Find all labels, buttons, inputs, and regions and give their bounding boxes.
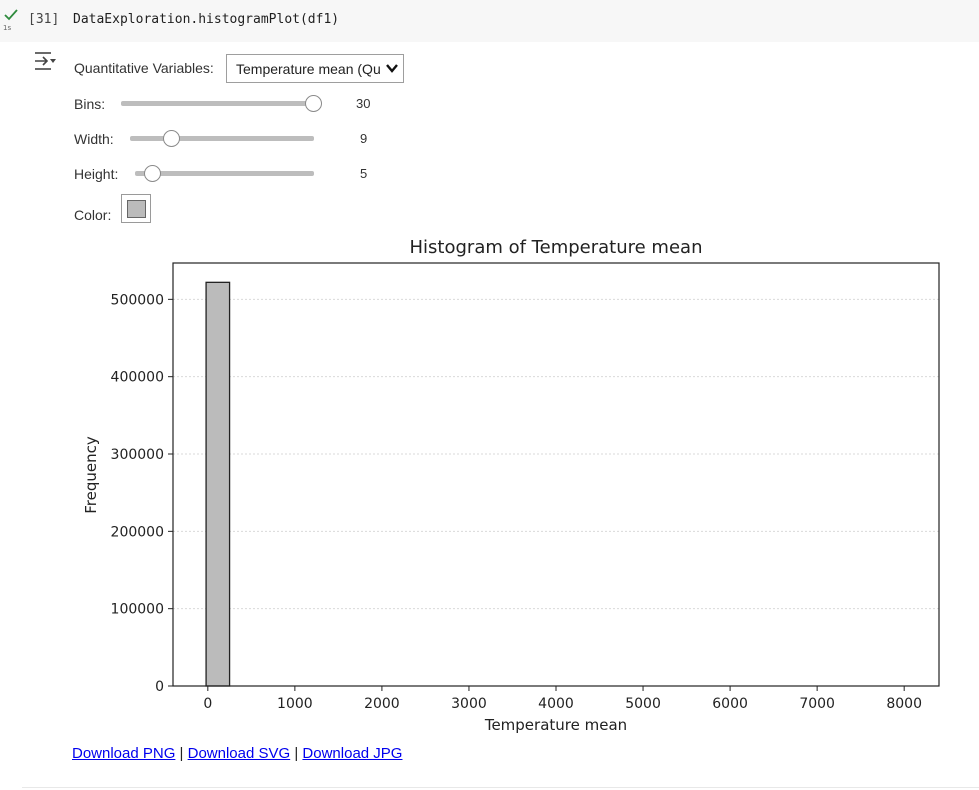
bins-value: 30 (356, 96, 371, 111)
link-separator: | (290, 745, 303, 762)
x-axis-ticks: 0 1000 2000 3000 4000 5000 6000 7000 8000 (203, 686, 922, 712)
y-tick-label: 200000 (111, 524, 164, 540)
y-tick-label: 500000 (111, 292, 164, 308)
variable-dropdown-value: Temperature mean (Qu (236, 61, 381, 77)
x-tick-label: 8000 (886, 696, 922, 712)
check-icon (4, 9, 18, 21)
histogram-bar (205, 281, 231, 687)
y-axis-label: Frequency (82, 436, 100, 514)
height-slider-handle[interactable] (143, 165, 161, 182)
link-separator: | (175, 745, 188, 762)
download-links: Download PNG | Download SVG | Download J… (72, 745, 402, 762)
y-tick-label: 100000 (111, 602, 164, 618)
height-label: Height: (74, 166, 119, 182)
grid-lines (173, 298, 939, 610)
chevron-down-icon (386, 64, 398, 73)
cell-divider (22, 787, 979, 788)
x-tick-label: 5000 (625, 696, 661, 712)
x-tick-label: 6000 (712, 696, 748, 712)
height-value: 5 (360, 166, 368, 181)
x-tick-label: 2000 (364, 696, 400, 712)
variable-dropdown[interactable]: Temperature mean (Qu (226, 54, 404, 83)
bins-label: Bins: (74, 96, 106, 112)
variable-label: Quantitative Variables: (74, 60, 214, 76)
x-tick-label: 7000 (799, 696, 835, 712)
bins-slider-handle[interactable] (305, 95, 322, 112)
cell-header: 1s [31] DataExploration.histogramPlot(df… (0, 0, 979, 42)
x-tick-label: 4000 (538, 696, 574, 712)
width-slider-track[interactable] (130, 136, 314, 141)
download-png-link[interactable]: Download PNG (72, 745, 176, 762)
y-tick-label: 300000 (111, 447, 164, 463)
x-tick-label: 1000 (277, 696, 313, 712)
color-picker[interactable] (121, 194, 151, 223)
x-tick-label: 0 (203, 696, 212, 712)
x-tick-label: 3000 (451, 696, 487, 712)
color-swatch (127, 200, 146, 218)
width-label: Width: (74, 131, 114, 147)
chart-title: Histogram of Temperature mean (410, 237, 703, 258)
plot-frame (172, 262, 940, 687)
histogram-bars (205, 281, 231, 687)
download-jpg-link[interactable]: Download JPG (302, 745, 403, 762)
height-slider-track[interactable] (135, 171, 314, 176)
bins-slider-track[interactable] (121, 101, 314, 106)
x-axis-label: Temperature mean (484, 716, 627, 734)
color-label: Color: (74, 207, 112, 223)
run-time: 1s (3, 24, 12, 32)
y-tick-label: 400000 (111, 370, 164, 386)
y-axis-ticks: 0 100000 200000 300000 400000 500000 (111, 292, 173, 695)
code-line[interactable]: DataExploration.histogramPlot(df1) (73, 12, 340, 27)
width-value: 9 (360, 131, 368, 146)
y-tick-label: 0 (155, 679, 164, 695)
width-slider-handle[interactable] (163, 130, 181, 147)
histogram-chart: Histogram of Temperature mean 0 100000 200… (82, 237, 940, 734)
execution-count: [31] (28, 12, 60, 27)
output-toggle-icon[interactable] (33, 51, 57, 71)
download-svg-link[interactable]: Download SVG (187, 745, 291, 762)
